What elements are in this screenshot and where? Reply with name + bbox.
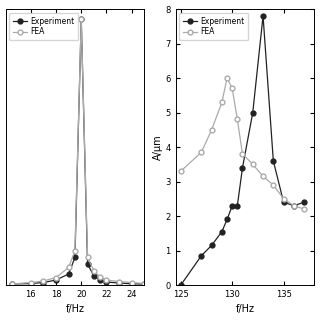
X-axis label: f/Hz: f/Hz <box>236 304 254 315</box>
Experiment <box>79 17 83 21</box>
FEA <box>302 207 306 211</box>
Experiment <box>86 262 90 266</box>
Experiment <box>73 255 77 259</box>
FEA <box>98 275 102 279</box>
FEA <box>220 100 224 104</box>
FEA <box>199 150 203 154</box>
Experiment <box>251 111 255 115</box>
FEA <box>210 128 213 132</box>
Experiment <box>105 280 108 284</box>
FEA <box>92 269 96 273</box>
FEA <box>241 152 244 156</box>
FEA <box>10 282 14 286</box>
Experiment <box>236 204 239 208</box>
FEA <box>29 281 33 284</box>
FEA <box>271 183 275 187</box>
Experiment <box>29 282 33 285</box>
Experiment <box>282 200 285 204</box>
Experiment <box>261 14 265 18</box>
FEA <box>117 280 121 284</box>
Experiment <box>230 204 234 208</box>
FEA <box>179 169 183 173</box>
FEA <box>225 76 229 80</box>
Experiment <box>92 274 96 278</box>
FEA <box>105 278 108 282</box>
Experiment <box>199 254 203 258</box>
FEA <box>42 279 45 283</box>
Experiment <box>225 218 229 221</box>
FEA <box>282 197 285 201</box>
Experiment <box>210 244 213 247</box>
Experiment <box>10 282 14 286</box>
FEA <box>130 281 134 284</box>
Experiment <box>220 230 224 234</box>
Experiment <box>98 278 102 282</box>
FEA <box>142 282 146 285</box>
Legend: Experiment, FEA: Experiment, FEA <box>9 13 78 40</box>
Line: FEA: FEA <box>9 17 147 286</box>
Experiment <box>42 281 45 284</box>
Experiment <box>241 166 244 170</box>
FEA <box>292 204 296 208</box>
FEA <box>73 249 77 253</box>
Legend: Experiment, FEA: Experiment, FEA <box>180 13 248 40</box>
Line: FEA: FEA <box>178 76 307 212</box>
Experiment <box>130 282 134 286</box>
FEA <box>54 276 58 279</box>
Experiment <box>67 272 70 276</box>
Experiment <box>302 200 306 204</box>
FEA <box>67 266 70 269</box>
Y-axis label: A/μm: A/μm <box>153 134 163 160</box>
Line: Experiment: Experiment <box>9 17 147 286</box>
FEA <box>261 174 265 178</box>
FEA <box>86 255 90 259</box>
Experiment <box>271 159 275 163</box>
FEA <box>79 17 83 21</box>
FEA <box>230 86 234 90</box>
Experiment <box>117 281 121 285</box>
FEA <box>236 117 239 121</box>
Experiment <box>54 278 58 282</box>
Experiment <box>142 282 146 286</box>
X-axis label: f/Hz: f/Hz <box>66 304 84 315</box>
Line: Experiment: Experiment <box>178 13 307 287</box>
Experiment <box>179 283 183 287</box>
Experiment <box>292 204 296 208</box>
FEA <box>251 162 255 166</box>
